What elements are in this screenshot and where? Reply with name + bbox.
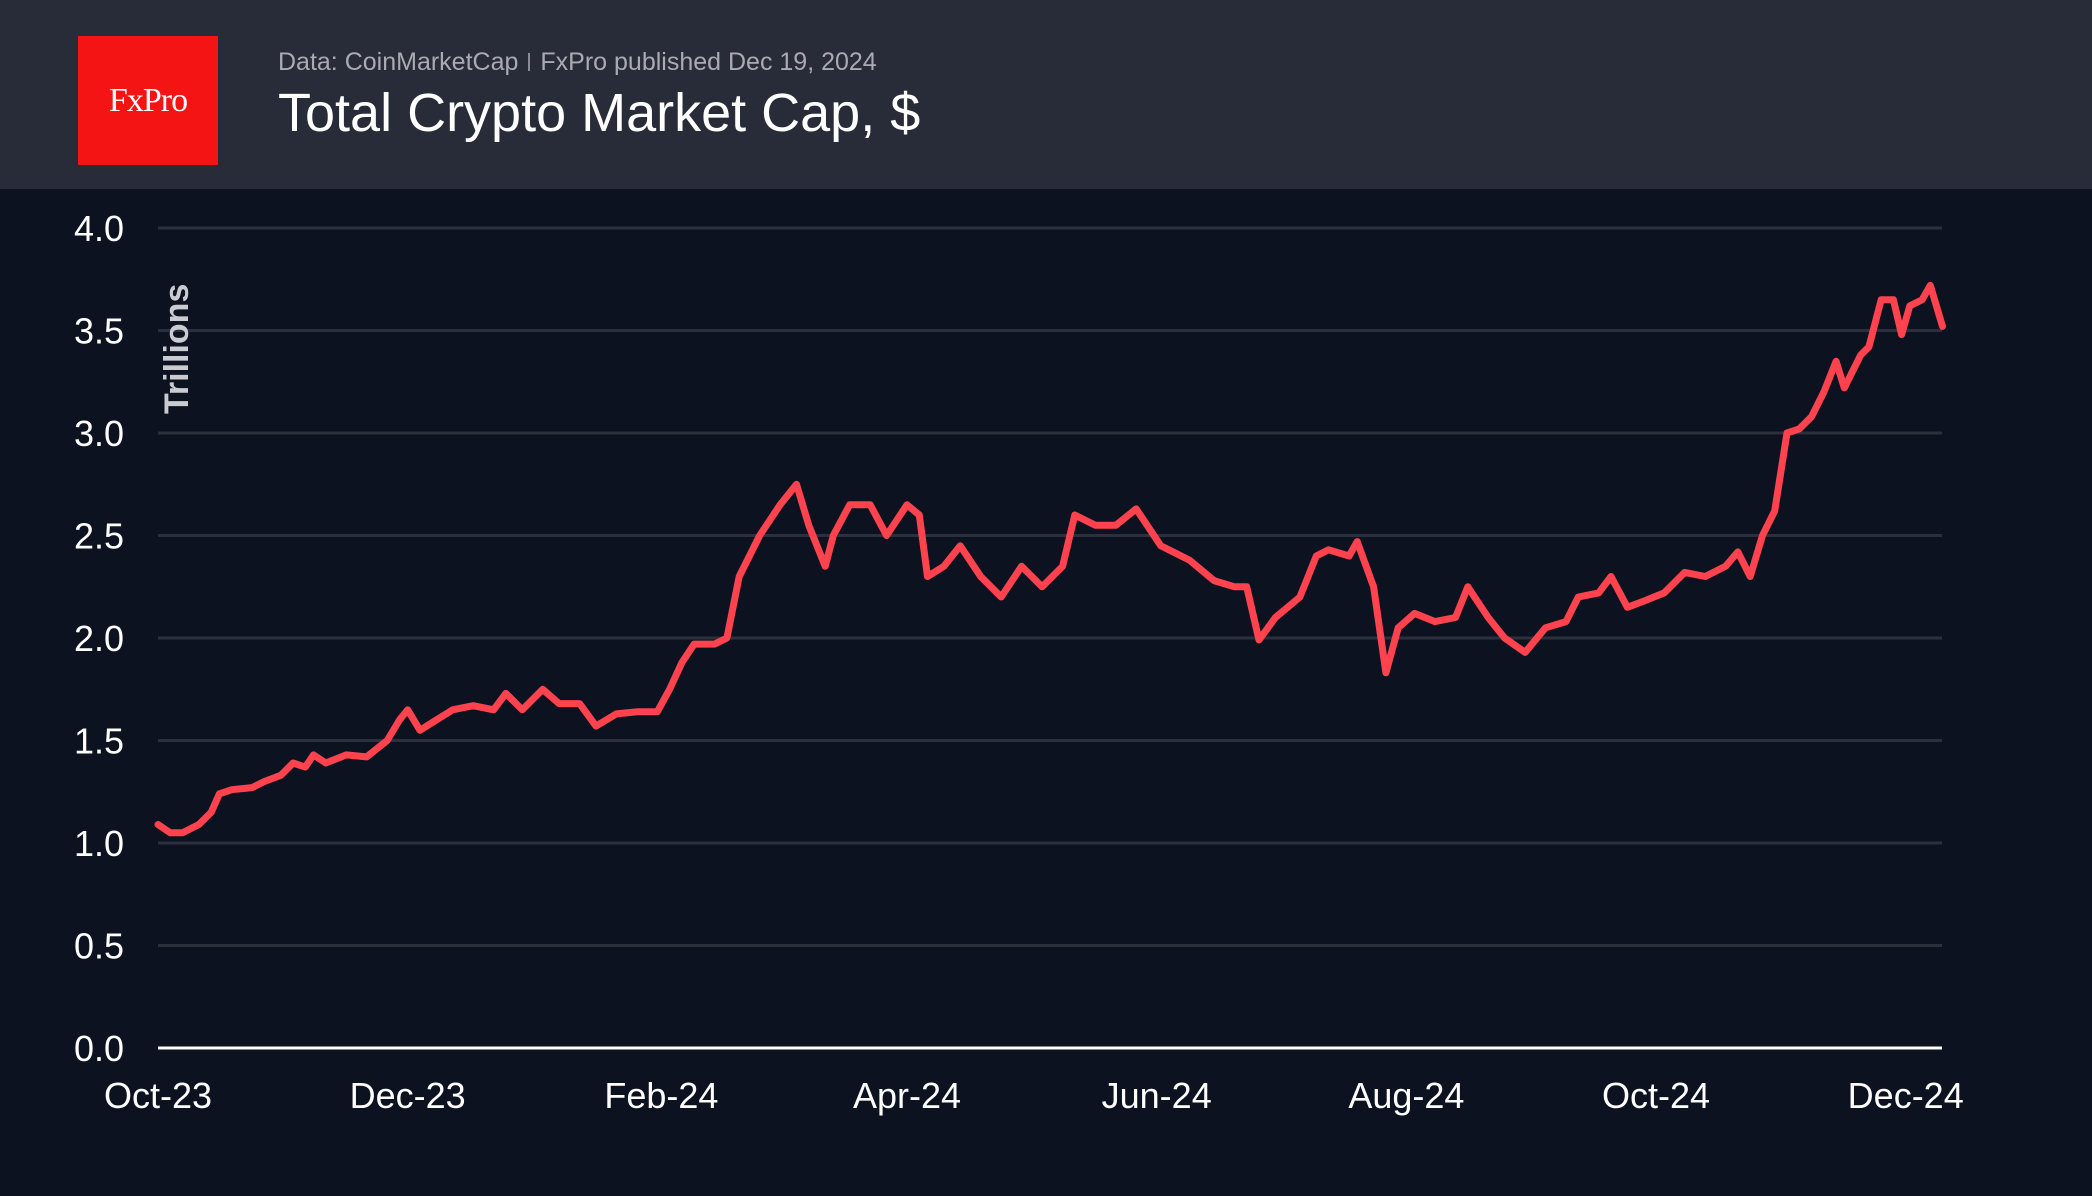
y-tick-label: 0.0 bbox=[74, 1028, 124, 1069]
y-tick-label: 4.0 bbox=[74, 208, 124, 249]
x-tick-label: Oct-23 bbox=[104, 1075, 212, 1116]
fxpro-logo: FxPro bbox=[78, 36, 218, 165]
series-line bbox=[154, 281, 1946, 837]
y-tick-label: 0.5 bbox=[74, 926, 124, 967]
x-tick-label: Apr-24 bbox=[853, 1075, 961, 1116]
x-tick-label: Aug-24 bbox=[1348, 1075, 1464, 1116]
x-tick-label: Oct-24 bbox=[1602, 1075, 1710, 1116]
y-tick-label: 2.0 bbox=[74, 618, 124, 659]
x-tick-label: Jun-24 bbox=[1102, 1075, 1212, 1116]
y-tick-label: 2.5 bbox=[74, 516, 124, 557]
chart-subtitle: Data: CoinMarketCap FxPro published Dec 1… bbox=[278, 48, 877, 77]
x-tick-label: Dec-24 bbox=[1848, 1075, 1964, 1116]
x-tick-label: Feb-24 bbox=[604, 1075, 718, 1116]
chart-title: Total Crypto Market Cap, $ bbox=[278, 83, 921, 143]
y-tick-label: 1.0 bbox=[74, 823, 124, 864]
y-tick-label: 1.5 bbox=[74, 721, 124, 762]
y-tick-label: 3.5 bbox=[74, 311, 124, 352]
y-tick-label: 3.0 bbox=[74, 413, 124, 454]
x-tick-label: Dec-23 bbox=[350, 1075, 466, 1116]
y-tick-labels: 0.0 0.5 1.0 1.5 2.0 2.5 3.0 3.5 4.0 bbox=[74, 208, 124, 1069]
y-axis-label: Trillions bbox=[158, 284, 196, 414]
logo-text: FxPro bbox=[108, 81, 188, 119]
chart-header: FxPro Data: CoinMarketCap FxPro published… bbox=[0, 0, 2092, 189]
x-tick-labels: Oct-23 Dec-23 Feb-24 Apr-24 Jun-24 Aug-24 Oct-… bbox=[104, 1075, 1964, 1116]
data-source: Data: CoinMarketCap bbox=[278, 48, 519, 76]
published-date: FxPro published Dec 19, 2024 bbox=[540, 48, 877, 76]
separator bbox=[528, 53, 531, 71]
grid-lines bbox=[158, 226, 1942, 1050]
